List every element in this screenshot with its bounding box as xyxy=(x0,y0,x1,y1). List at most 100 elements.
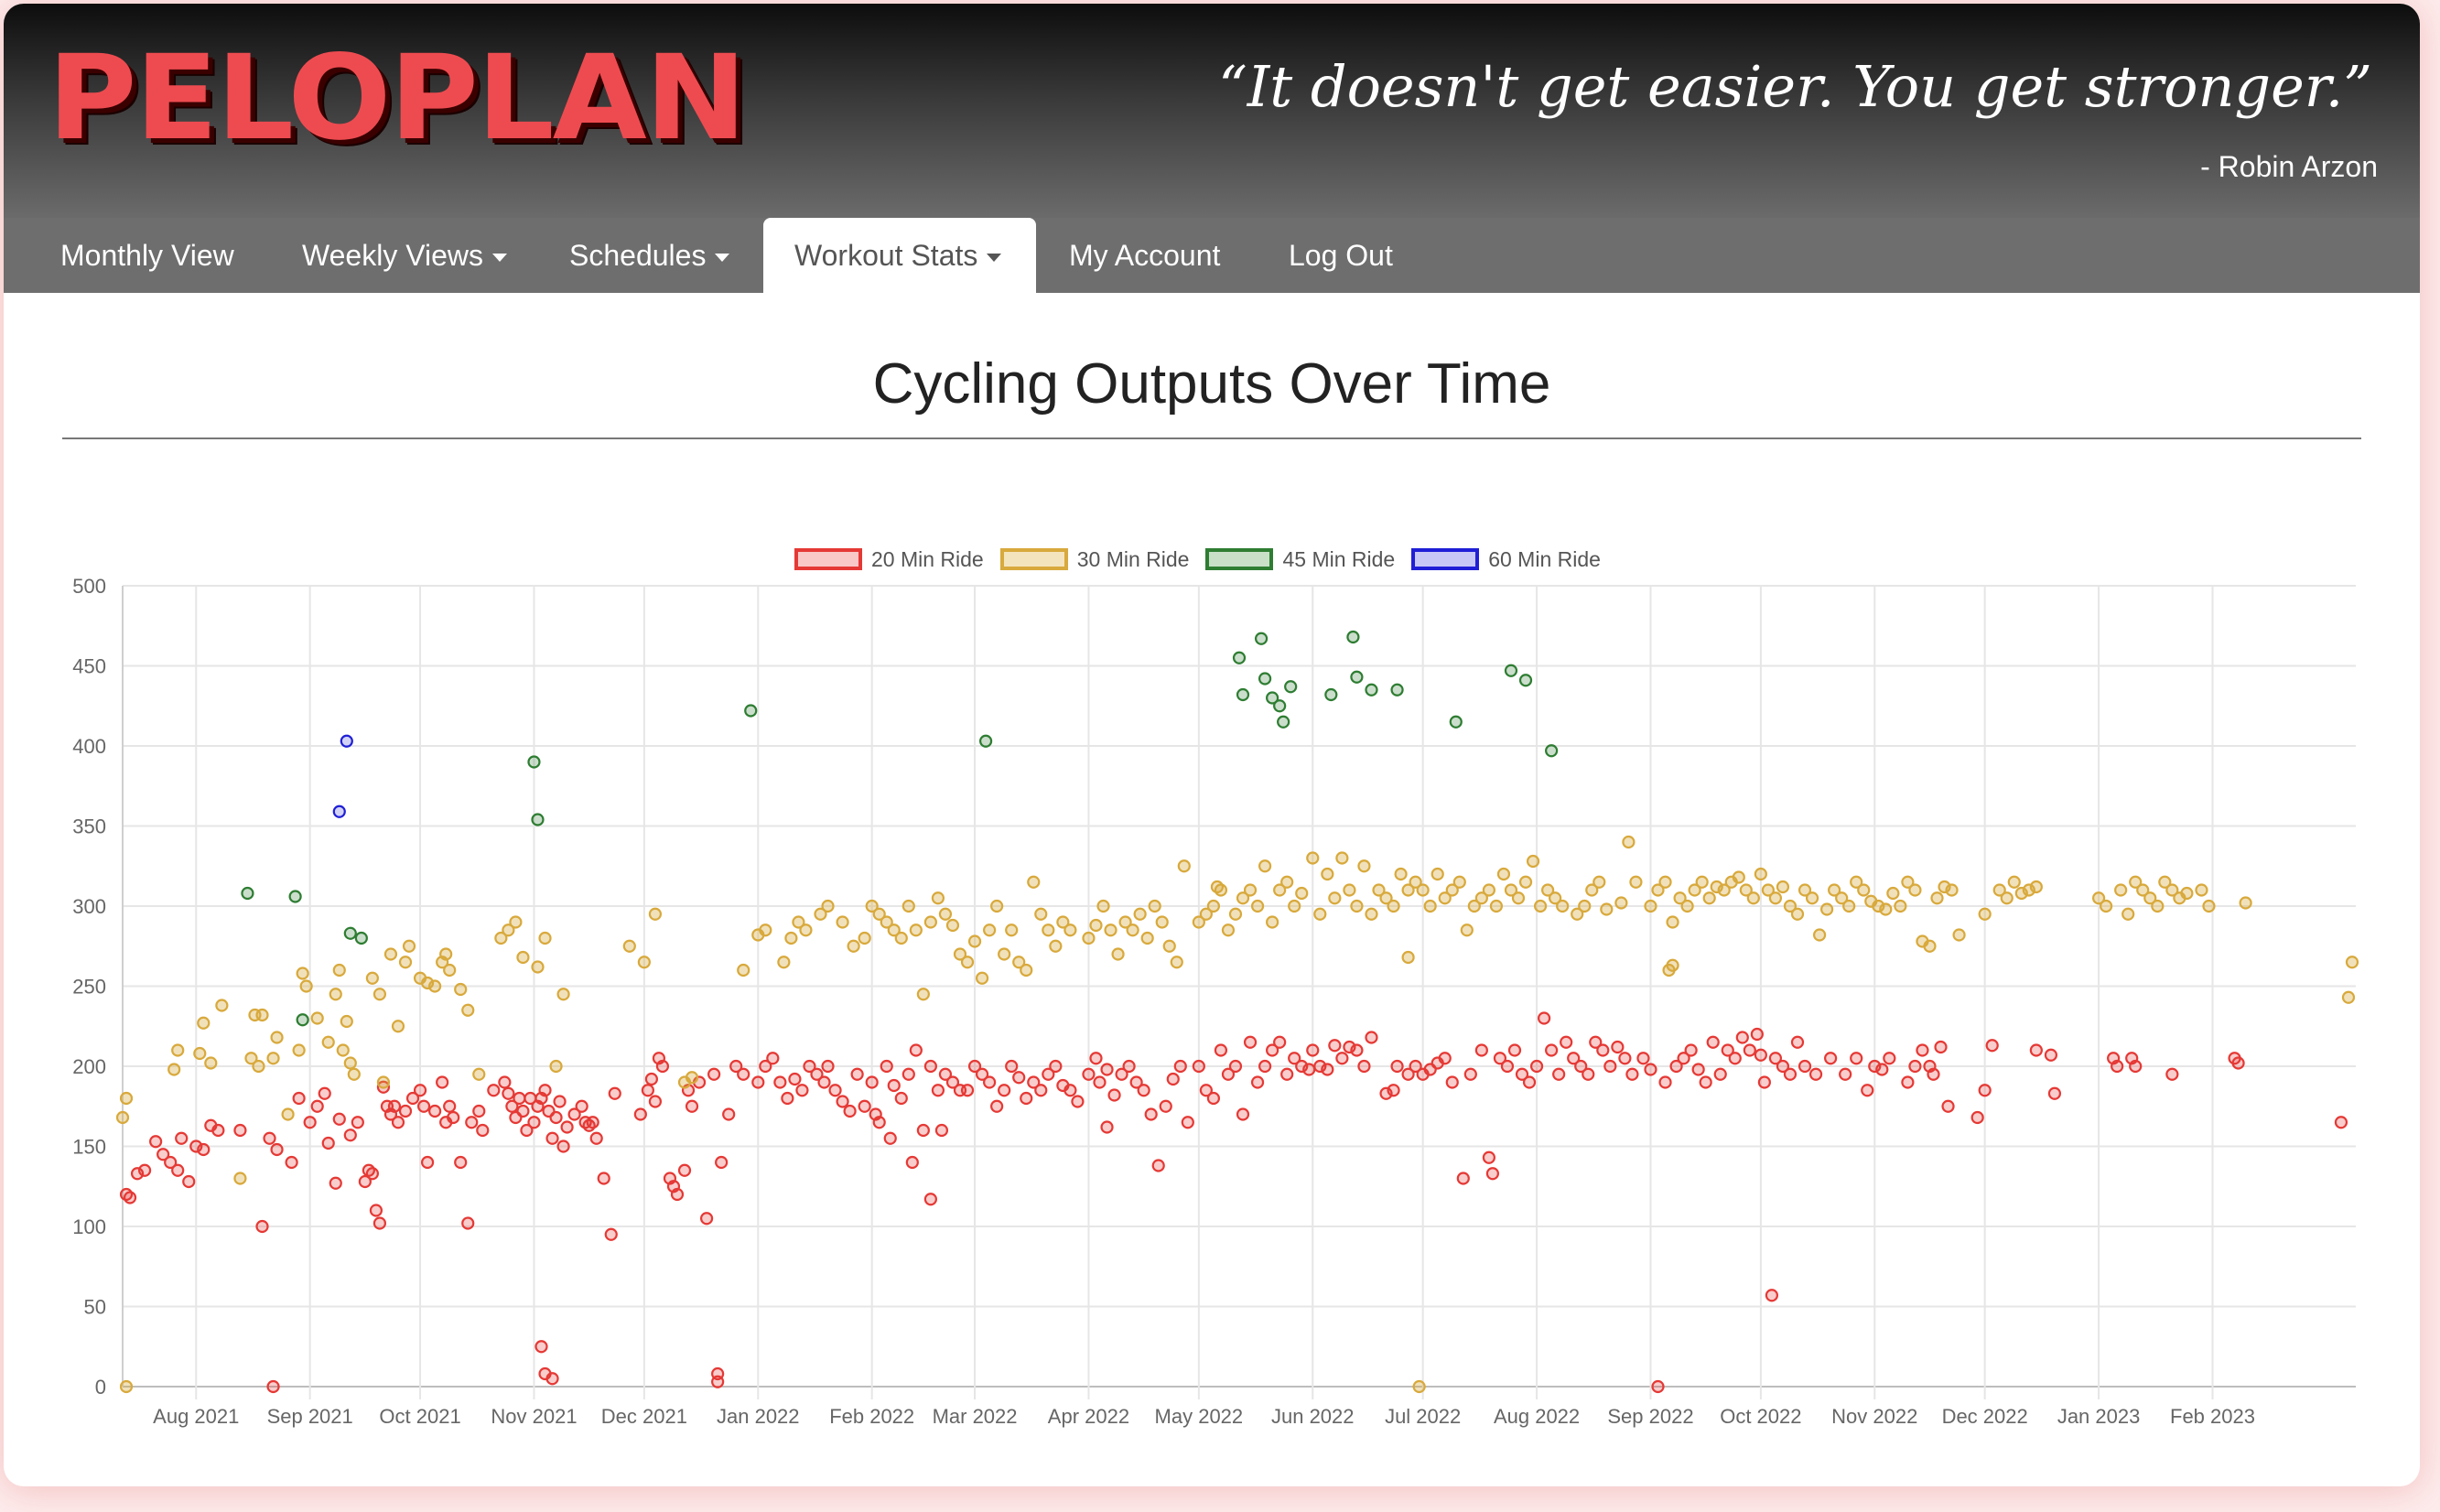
data-point-20-min-ride xyxy=(1100,1120,1114,1134)
data-point-30-min-ride xyxy=(115,1110,130,1125)
data-point-20-min-ride xyxy=(1335,1052,1349,1065)
data-point-30-min-ride xyxy=(1343,883,1356,897)
chevron-down-icon xyxy=(987,254,1002,263)
nav-workout-stats[interactable]: Workout Stats xyxy=(763,218,1036,293)
data-point-20-min-ride xyxy=(1228,1059,1243,1074)
data-point-20-min-ride xyxy=(1192,1059,1205,1074)
data-point-30-min-ride xyxy=(1401,950,1415,965)
data-point-30-min-ride xyxy=(938,907,953,921)
data-point-30-min-ride xyxy=(1923,939,1937,953)
data-point-20-min-ride xyxy=(905,1155,919,1170)
data-point-20-min-ride xyxy=(391,1116,405,1129)
data-point-45-min-ride xyxy=(1390,683,1404,697)
legend-item-45-min[interactable]: 45 Min Ride xyxy=(1205,547,1395,572)
data-point-20-min-ride xyxy=(916,1123,930,1138)
data-point-30-min-ride xyxy=(1783,899,1798,913)
data-point-30-min-ride xyxy=(531,960,545,974)
data-point-30-min-ride xyxy=(1820,902,1834,916)
data-point-30-min-ride xyxy=(916,988,930,1001)
data-point-45-min-ride xyxy=(1232,651,1247,664)
data-point-30-min-ride xyxy=(1474,891,1488,905)
data-point-30-min-ride xyxy=(2143,891,2157,905)
data-point-20-min-ride xyxy=(534,1340,548,1354)
data-point-20-min-ride xyxy=(465,1116,479,1129)
nav-log-out[interactable]: Log Out xyxy=(1258,218,1424,293)
data-point-30-min-ride xyxy=(428,979,442,993)
data-point-30-min-ride xyxy=(215,999,229,1012)
data-point-20-min-ride xyxy=(1941,1099,1955,1113)
data-point-20-min-ride xyxy=(476,1123,490,1138)
data-point-20-min-ride xyxy=(2231,1056,2245,1070)
legend-label: 30 Min Ride xyxy=(1076,546,1190,571)
nav-my-account[interactable]: My Account xyxy=(1038,218,1251,293)
legend-item-60-min[interactable]: 60 Min Ride xyxy=(1411,547,1601,572)
chart-legend: 20 Min Ride 30 Min Ride 45 Min Ride 60 M… xyxy=(794,544,1617,575)
data-point-20-min-ride xyxy=(1500,1059,1515,1074)
nav-weekly-views[interactable]: Weekly Views xyxy=(271,218,538,293)
nav-my-account-label: My Account xyxy=(1069,239,1221,272)
data-point-20-min-ride xyxy=(1596,1043,1610,1057)
nav-schedules[interactable]: Schedules xyxy=(538,218,761,293)
data-point-30-min-ride xyxy=(204,1056,218,1070)
data-point-20-min-ride xyxy=(524,1091,537,1106)
data-point-20-min-ride xyxy=(1243,1035,1258,1049)
data-point-45-min-ride xyxy=(527,755,541,769)
data-point-20-min-ride xyxy=(1214,1043,1228,1057)
data-point-20-min-ride xyxy=(1456,1172,1470,1185)
data-point-30-min-ride xyxy=(171,1043,185,1057)
quote-author: - Robin Arzon xyxy=(2200,150,2378,183)
data-point-45-min-ride xyxy=(531,813,545,826)
legend-item-30-min[interactable]: 30 Min Ride xyxy=(999,546,1190,572)
data-point-30-min-ride xyxy=(923,915,937,929)
data-point-20-min-ride xyxy=(1273,1035,1287,1049)
data-point-45-min-ride xyxy=(1346,630,1360,644)
data-point-30-min-ride xyxy=(1096,899,1110,913)
data-point-30-min-ride xyxy=(1236,891,1250,905)
data-point-20-min-ride xyxy=(1875,1063,1889,1076)
data-point-20-min-ride xyxy=(872,1116,886,1129)
data-point-20-min-ride xyxy=(711,1375,725,1388)
data-point-20-min-ride xyxy=(1839,1067,1852,1081)
data-point-20-min-ride xyxy=(788,1072,802,1086)
data-point-30-min-ride xyxy=(336,1043,350,1057)
data-point-30-min-ride xyxy=(1416,883,1430,897)
data-point-30-min-ride xyxy=(1504,883,1518,897)
data-point-20-min-ride xyxy=(909,1043,923,1057)
data-point-30-min-ride xyxy=(252,1059,265,1074)
nav-log-out-label: Log Out xyxy=(1289,239,1393,272)
data-point-30-min-ride xyxy=(1273,883,1287,897)
data-point-20-min-ride xyxy=(1159,1099,1172,1113)
data-point-20-min-ride xyxy=(1409,1059,1422,1074)
data-point-30-min-ride xyxy=(2114,883,2128,897)
data-point-30-min-ride xyxy=(516,950,530,965)
scatter-chart: 0 50 100 150 200 250 300 350 400 450 500 Aug 2021 Se… xyxy=(72,575,2359,1428)
app-logo[interactable]: PELOPLAN xyxy=(48,30,747,167)
data-point-30-min-ride xyxy=(1266,915,1279,929)
data-point-30-min-ride xyxy=(443,963,457,977)
legend-item-20-min[interactable]: 20 Min Ride xyxy=(794,547,984,572)
data-point-20-min-ride xyxy=(1093,1075,1107,1089)
data-point-30-min-ride xyxy=(292,1043,306,1057)
data-point-20-min-ride xyxy=(1042,1067,1055,1081)
data-point-30-min-ride xyxy=(1148,899,1161,913)
data-point-30-min-ride xyxy=(193,1046,207,1061)
data-point-30-min-ride xyxy=(1460,923,1474,937)
data-point-30-min-ride xyxy=(2007,875,2021,889)
data-point-20-min-ride xyxy=(887,1078,901,1093)
data-point-20-min-ride xyxy=(883,1131,897,1145)
data-point-45-min-ride xyxy=(1350,670,1364,684)
nav-schedules-label: Schedules xyxy=(569,239,707,272)
data-point-30-min-ride xyxy=(1511,891,1526,905)
chevron-down-icon xyxy=(492,254,507,263)
data-point-20-min-ride xyxy=(285,1155,298,1170)
data-point-20-min-ride xyxy=(1365,1031,1378,1044)
data-point-20-min-ride xyxy=(1684,1043,1698,1057)
data-point-20-min-ride xyxy=(722,1107,736,1121)
data-point-20-min-ride xyxy=(648,1095,663,1108)
x-tick-label: Feb 2022 xyxy=(829,1405,914,1428)
legend-swatch xyxy=(999,548,1068,570)
data-point-20-min-ride xyxy=(945,1075,960,1089)
data-point-30-min-ride xyxy=(1842,899,1856,913)
nav-monthly-view[interactable]: Monthly View xyxy=(29,218,265,293)
data-point-45-min-ride xyxy=(1545,744,1559,758)
